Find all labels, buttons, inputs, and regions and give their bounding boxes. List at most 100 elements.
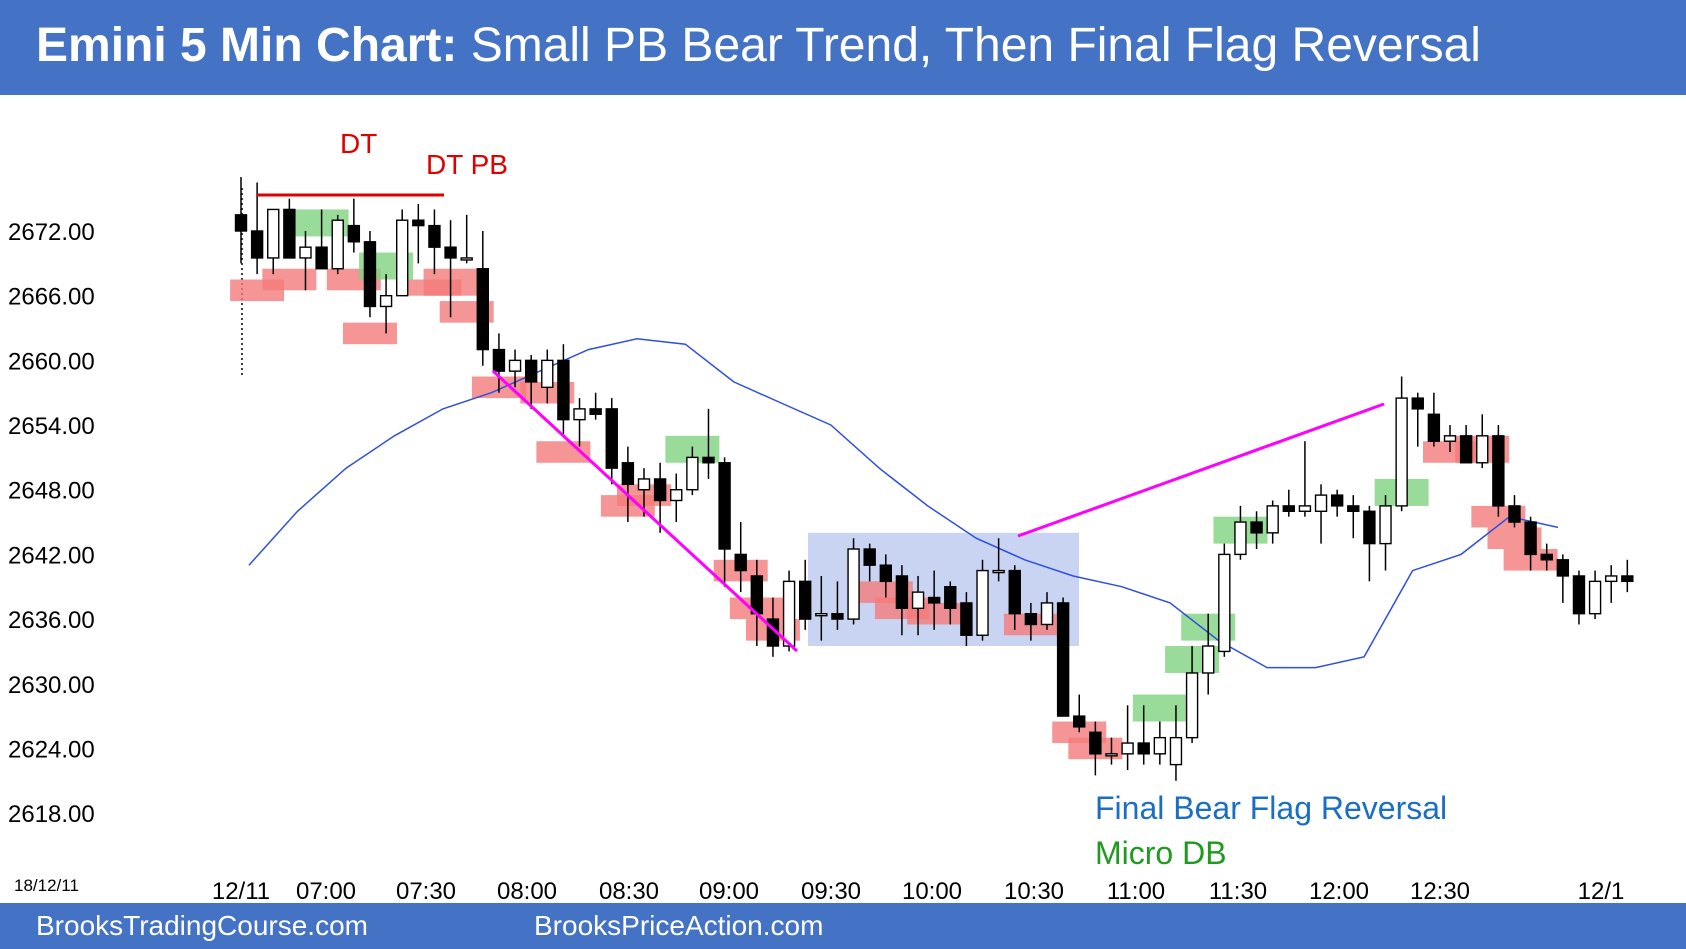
bear-candle: [1524, 521, 1537, 556]
bear-candle: [863, 548, 876, 566]
bull-candle: [541, 359, 554, 389]
final-flag-label: Final Bear Flag Reversal: [1095, 790, 1447, 826]
bull-candle: [637, 478, 651, 491]
bear-candle: [1073, 715, 1086, 728]
bull-candle: [1169, 736, 1183, 766]
bull-candle: [1105, 753, 1118, 757]
bull-candle: [331, 219, 344, 270]
bull-candle: [508, 359, 522, 372]
y-tick-label: 2618.00: [8, 801, 95, 828]
bear-candle: [653, 478, 667, 502]
dt-pb-label: DT PB: [426, 149, 508, 180]
y-tick-label: 2666.00: [8, 284, 95, 311]
bear-candle: [524, 359, 538, 383]
bull-candle: [1185, 672, 1199, 739]
bear-candle: [250, 230, 264, 259]
bear-signal-box: [342, 322, 397, 345]
bull-candle: [460, 257, 473, 261]
bear-candle: [927, 596, 941, 604]
bear-candle: [1411, 397, 1424, 410]
bear-channel-line: [1017, 402, 1385, 538]
bear-candle: [589, 408, 602, 415]
y-tick-label: 2672.00: [8, 219, 95, 246]
bull-candle: [299, 246, 312, 259]
bear-candle: [347, 224, 361, 243]
bull-candle: [1218, 553, 1231, 653]
ema-line: [248, 338, 1559, 669]
bull-candle: [1266, 505, 1279, 534]
bear-candle: [1056, 602, 1070, 717]
bear-candle: [1363, 510, 1376, 545]
bear-candle: [1492, 435, 1505, 507]
bear-candle: [476, 268, 489, 351]
x-tick-label: 12/11: [212, 878, 270, 903]
date-label: 18/12/11: [14, 876, 79, 895]
bear-candle: [879, 564, 892, 583]
bear-candle: [1330, 494, 1344, 507]
bull-signal-box: [1132, 694, 1187, 722]
bear-candle: [895, 575, 909, 609]
chart-title-rest: Small PB Bear Trend, Then Final Flag Rev…: [457, 19, 1481, 72]
bull-candle: [1153, 736, 1167, 755]
bull-candle: [992, 569, 1005, 574]
bull-candle: [1314, 494, 1328, 512]
x-tick-label: 10:00: [902, 878, 962, 903]
bull-candle: [1443, 435, 1457, 442]
bear-candle: [799, 580, 812, 620]
y-tick-label: 2648.00: [8, 478, 95, 505]
bear-candle: [315, 246, 328, 270]
bear-candle: [702, 456, 715, 464]
bear-candle: [444, 246, 457, 259]
bear-candle: [492, 348, 506, 372]
bear-candle: [960, 602, 973, 636]
bull-candle: [1234, 521, 1247, 556]
bull-candle: [1298, 505, 1312, 512]
bear-candle: [750, 575, 764, 615]
x-tick-label: 10:30: [1004, 878, 1064, 903]
bull-candle: [1121, 742, 1134, 755]
bear-candle: [1508, 505, 1521, 523]
footer-site-left[interactable]: BrooksTradingCourse.com: [36, 910, 368, 941]
bear-candle: [944, 586, 957, 609]
bull-candle: [1040, 602, 1054, 626]
bull-candle: [670, 489, 683, 502]
bear-candle: [428, 224, 441, 248]
y-tick-label: 2624.00: [8, 736, 95, 763]
x-tick-label: 07:00: [296, 878, 356, 903]
bull-candle: [847, 548, 860, 620]
chart-title-bold: Emini 5 Min Chart:: [36, 19, 458, 72]
bull-candle: [396, 219, 409, 297]
footer-site-right[interactable]: BrooksPriceAction.com: [534, 910, 824, 941]
x-tick-label: 09:00: [699, 878, 759, 903]
bull-candle: [1201, 645, 1215, 674]
bear-candle: [1024, 612, 1038, 626]
bull-candle: [686, 456, 699, 491]
bear-candle: [1282, 505, 1296, 512]
x-tick-label: 12:30: [1410, 878, 1470, 903]
dt-label: DT: [340, 128, 377, 159]
bull-candle: [379, 294, 393, 308]
bear-candle: [831, 612, 844, 620]
x-tick-label: 11:30: [1209, 878, 1267, 903]
bear-candle: [1089, 731, 1102, 755]
bear-candle: [605, 408, 618, 469]
bear-candle: [1572, 575, 1586, 615]
bear-signal-box: [262, 268, 317, 291]
x-tick-label: 12:00: [1309, 878, 1369, 903]
y-tick-label: 2660.00: [8, 348, 95, 375]
bear-trend-line: [491, 369, 799, 653]
x-tick-label: 11:00: [1107, 878, 1165, 903]
bull-candle: [1379, 505, 1392, 545]
y-tick-label: 2654.00: [8, 413, 95, 440]
y-tick-label: 2630.00: [8, 672, 95, 699]
bear-candle: [557, 359, 570, 421]
footer-bar: BrooksTradingCourse.com BrooksPriceActio…: [0, 903, 1686, 949]
chart-title-bar: Emini 5 Min Chart: Small PB Bear Trend, …: [0, 0, 1686, 95]
bear-candle: [718, 462, 731, 550]
x-tick-label: 07:30: [396, 878, 456, 903]
y-tick-label: 2636.00: [8, 607, 95, 634]
bear-candle: [1540, 553, 1553, 561]
bear-candle: [234, 214, 248, 232]
bull-candle: [782, 580, 796, 647]
bull-candle: [1588, 580, 1602, 615]
